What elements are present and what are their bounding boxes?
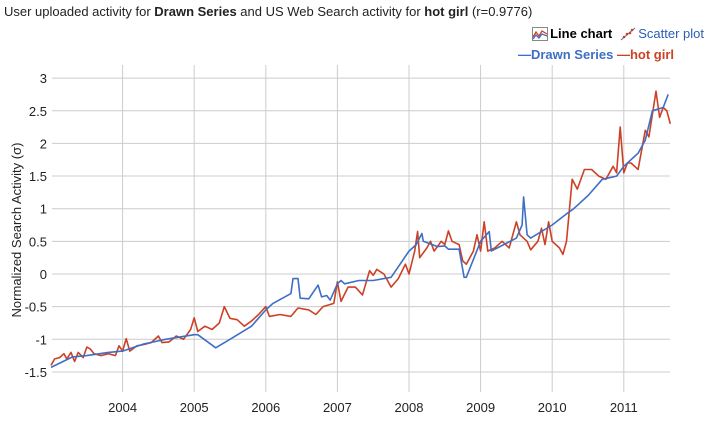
y-tick-label: -1.5	[25, 365, 47, 380]
legend-hot-girl[interactable]: —hot girl	[616, 47, 674, 62]
y-tick-label: 3	[40, 71, 47, 86]
series-line-drawn-series[interactable]	[50, 94, 669, 369]
series-lines	[50, 90, 672, 369]
title-mid: and US Web Search activity for	[236, 4, 425, 19]
x-tick-label: 2005	[180, 400, 209, 415]
y-tick-label: 2	[40, 136, 47, 151]
grid	[52, 65, 670, 392]
line-chart-label: Line chart	[550, 26, 613, 41]
y-tick-label: 0.5	[29, 234, 47, 249]
y-tick-label: -0.5	[25, 300, 47, 315]
legend-drawn-series[interactable]: —Drawn Series	[517, 47, 614, 62]
y-tick-label: 1	[40, 202, 47, 217]
x-tick-label: 2011	[610, 400, 638, 415]
y-tick-label: 1.5	[29, 169, 47, 184]
x-tick-label: 2004	[108, 400, 137, 415]
scatter-plot-label: Scatter plot	[638, 26, 704, 41]
title-series-a: Drawn Series	[154, 4, 237, 19]
scatter-plot-view-button[interactable]: Scatter plot	[620, 26, 704, 41]
view-switcher: Line chart Scatter plot	[532, 26, 704, 41]
y-tick-label: -1	[35, 332, 47, 347]
legend: —Drawn Series —hot girl	[518, 47, 674, 62]
y-tick-label: 2.5	[29, 104, 47, 119]
x-tick-label: 2006	[251, 400, 280, 415]
line-chart-icon	[532, 26, 549, 41]
x-tick-label: 2009	[466, 400, 495, 415]
x-tick-label: 2008	[395, 400, 424, 415]
correlation-value: (r=0.9776)	[468, 4, 533, 19]
scatter-plot-icon	[620, 27, 636, 40]
chart-title: User uploaded activity for Drawn Series …	[4, 4, 532, 19]
x-tick-label: 2010	[538, 400, 567, 415]
x-tick-label: 2007	[323, 400, 352, 415]
title-series-b: hot girl	[424, 4, 469, 19]
line-chart-view-button[interactable]: Line chart	[532, 26, 612, 41]
series-line-hot-girl[interactable]	[50, 90, 672, 366]
y-axis: 3 2.5 2 1.5 1 0.5 0 -0.5 -1 -1.5	[25, 71, 47, 380]
y-tick-label: 0	[40, 267, 47, 282]
x-axis: 2004 2005 2006 2007 2008 2009 2010 2011	[108, 400, 638, 415]
y-axis-title: Normalized Search Activity (σ)	[9, 143, 24, 318]
title-prefix: User uploaded activity for	[4, 4, 155, 19]
